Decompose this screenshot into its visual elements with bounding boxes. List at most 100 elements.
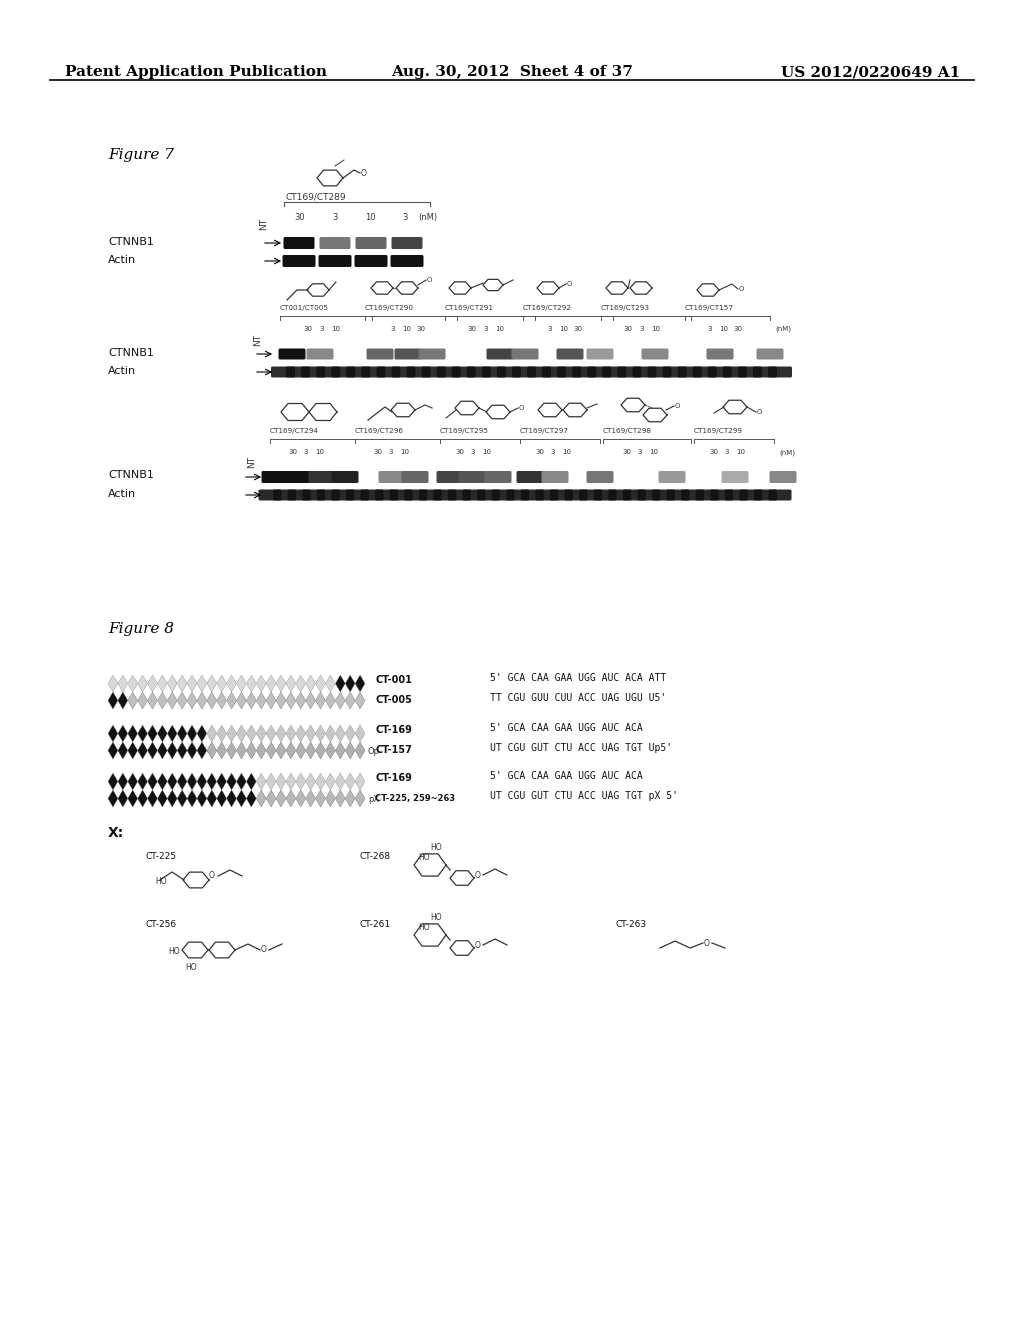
Text: CT-169: CT-169 [375,774,412,783]
Text: O: O [739,286,744,292]
FancyBboxPatch shape [608,490,631,500]
Text: CT-001: CT-001 [375,675,412,685]
FancyBboxPatch shape [391,238,423,249]
Text: 3: 3 [640,326,644,333]
Text: CT169/CT289: CT169/CT289 [285,191,346,201]
FancyBboxPatch shape [521,490,544,500]
Text: 30: 30 [303,326,312,333]
FancyBboxPatch shape [738,367,762,378]
Polygon shape [158,675,167,692]
Polygon shape [256,789,266,807]
Polygon shape [296,692,306,709]
FancyBboxPatch shape [318,255,351,267]
Polygon shape [326,675,335,692]
Polygon shape [226,789,237,807]
Text: CTNNB1: CTNNB1 [108,348,154,358]
Text: O: O [427,277,432,282]
FancyBboxPatch shape [681,490,705,500]
Text: 30: 30 [288,449,297,455]
Polygon shape [167,675,177,692]
Polygon shape [177,675,187,692]
Polygon shape [118,742,128,759]
Text: CT169/CT294: CT169/CT294 [270,428,319,434]
Polygon shape [137,742,147,759]
FancyBboxPatch shape [564,490,588,500]
Polygon shape [217,742,226,759]
FancyBboxPatch shape [302,490,326,500]
Polygon shape [355,675,365,692]
Polygon shape [167,789,177,807]
Text: 3: 3 [471,449,475,455]
Polygon shape [237,774,247,789]
FancyBboxPatch shape [497,367,521,378]
Text: Op: Op [368,747,380,755]
FancyBboxPatch shape [542,471,568,483]
Text: HO: HO [418,924,430,932]
FancyBboxPatch shape [401,471,428,483]
Text: HO: HO [430,913,441,923]
Polygon shape [266,675,276,692]
Text: CT-225: CT-225 [145,851,176,861]
FancyBboxPatch shape [316,367,340,378]
FancyBboxPatch shape [536,490,558,500]
Text: Actin: Actin [108,255,136,265]
Text: 30: 30 [536,449,545,455]
Polygon shape [147,789,158,807]
FancyBboxPatch shape [658,471,685,483]
Polygon shape [266,774,276,789]
Polygon shape [266,789,276,807]
Polygon shape [177,789,187,807]
Polygon shape [217,675,226,692]
Text: 30: 30 [295,213,305,222]
Text: 10: 10 [562,449,571,455]
FancyBboxPatch shape [725,490,748,500]
FancyBboxPatch shape [360,490,384,500]
Polygon shape [108,742,118,759]
Polygon shape [187,692,197,709]
Text: 10: 10 [651,326,660,333]
Text: UT CGU GUT CTU ACC UAG TGT Up5': UT CGU GUT CTU ACC UAG TGT Up5' [490,743,672,752]
Polygon shape [296,774,306,789]
Text: O: O [475,940,481,949]
FancyBboxPatch shape [346,490,369,500]
Polygon shape [326,789,335,807]
FancyBboxPatch shape [572,367,596,378]
Polygon shape [128,789,137,807]
FancyBboxPatch shape [711,490,733,500]
Text: 3: 3 [402,213,408,222]
Polygon shape [306,742,315,759]
Text: O: O [361,169,367,177]
Text: O: O [705,939,710,948]
Polygon shape [276,789,286,807]
Text: 10: 10 [482,449,492,455]
Polygon shape [128,742,137,759]
FancyBboxPatch shape [279,348,305,359]
Text: Figure 7: Figure 7 [108,148,174,162]
Polygon shape [247,789,256,807]
Text: Actin: Actin [108,488,136,499]
Polygon shape [118,774,128,789]
Polygon shape [335,725,345,742]
Polygon shape [197,675,207,692]
Text: (nM): (nM) [775,326,791,333]
FancyBboxPatch shape [512,367,536,378]
Text: CT-263: CT-263 [615,920,646,929]
Polygon shape [345,675,355,692]
Polygon shape [306,692,315,709]
Text: 30: 30 [373,449,382,455]
Text: NT: NT [248,455,256,469]
Polygon shape [108,725,118,742]
Text: 10: 10 [496,326,505,333]
FancyBboxPatch shape [723,367,746,378]
Polygon shape [118,675,128,692]
Polygon shape [147,725,158,742]
FancyBboxPatch shape [768,490,792,500]
Polygon shape [147,692,158,709]
Text: pX: pX [368,795,379,804]
FancyBboxPatch shape [346,367,371,378]
Polygon shape [128,774,137,789]
FancyBboxPatch shape [641,348,669,359]
Polygon shape [296,789,306,807]
Text: (nM): (nM) [779,449,795,455]
Polygon shape [286,774,296,789]
